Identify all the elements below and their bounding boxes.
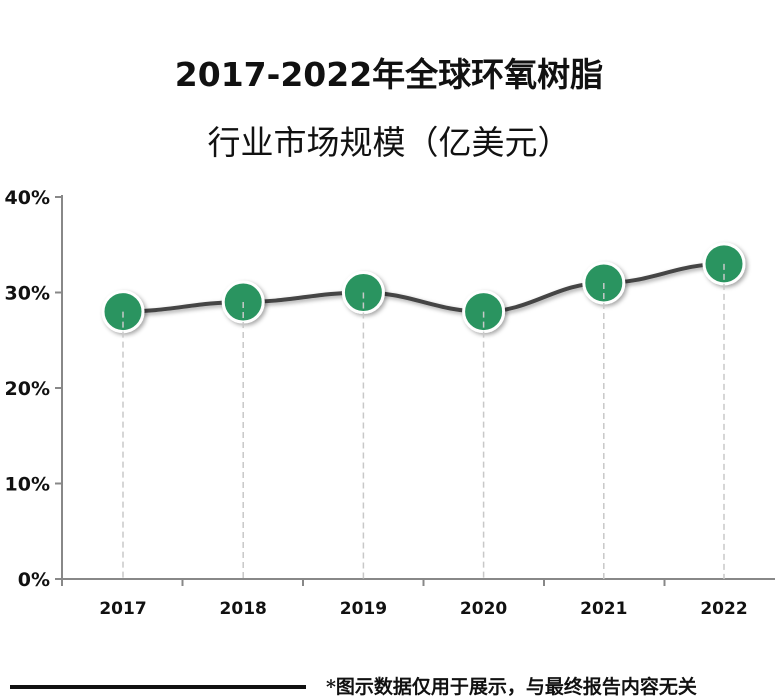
y-tick-label: 40% [5, 187, 50, 209]
chart-title-line2: 行业市场规模（亿美元） [207, 123, 571, 162]
y-tick-label: 30% [5, 283, 50, 305]
x-tick-label: 2022 [700, 599, 747, 619]
x-tick-label: 2020 [460, 599, 507, 619]
footer-bar [10, 685, 306, 689]
y-tick-label: 20% [5, 378, 50, 400]
series-line [122, 261, 725, 314]
x-tick-label: 2017 [99, 599, 146, 619]
x-tick-label: 2018 [220, 599, 267, 619]
x-tick-label: 2021 [580, 599, 627, 619]
chart-title-line1: 2017-2022年全球环氧树脂 [174, 55, 604, 94]
x-tick-label: 2019 [340, 599, 387, 619]
footnote: *图示数据仅用于展示，与最终报告内容无关 [326, 676, 697, 698]
y-tick-label: 0% [18, 569, 50, 591]
y-tick-label: 10% [5, 474, 50, 496]
